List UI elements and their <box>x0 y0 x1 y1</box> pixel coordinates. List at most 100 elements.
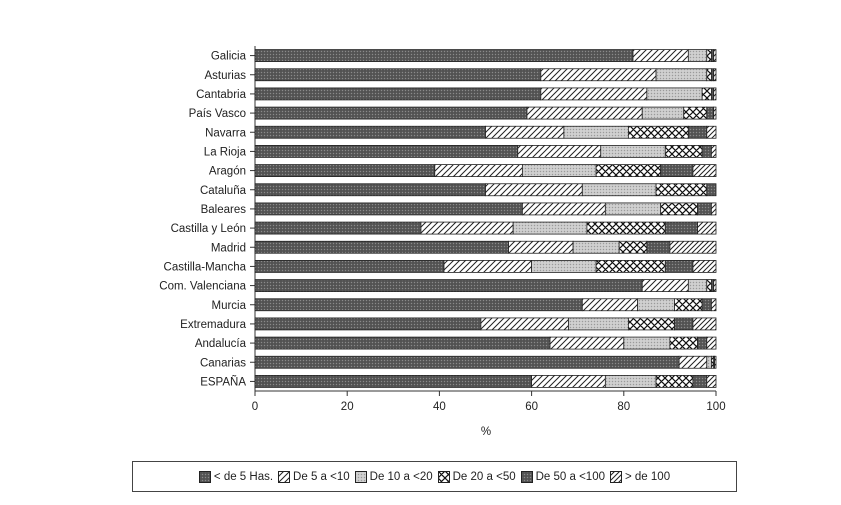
bar-segment <box>710 145 717 158</box>
chart-legend: < de 5 Has. De 5 a <10 De 10 a <20 De 20 a … <box>132 461 737 492</box>
bar-segment <box>254 355 680 369</box>
legend-swatch <box>520 470 533 483</box>
x-tick-label: 100 <box>706 401 725 413</box>
bar-segment <box>683 106 708 120</box>
bar-segment <box>692 317 717 331</box>
bar-segment <box>549 336 625 350</box>
bar-segment <box>254 106 528 120</box>
bar-segment <box>531 260 597 273</box>
category-label: Galicia <box>211 51 247 63</box>
bar-segment <box>678 355 708 369</box>
legend-swatch <box>437 470 450 483</box>
bar-segment <box>706 355 712 369</box>
bar-segment <box>632 49 689 62</box>
bar-segment <box>710 202 717 216</box>
bar-segment <box>692 260 717 273</box>
bar-segment <box>485 125 565 139</box>
bar-segment <box>714 355 717 369</box>
legend-item: < de 5 Has. <box>198 470 274 483</box>
bar-segment <box>687 49 708 62</box>
bar-segment <box>706 279 712 292</box>
bar-segment <box>706 125 717 139</box>
bar-segment <box>687 125 708 139</box>
category-label: Navarra <box>205 127 247 139</box>
x-tick-label: 20 <box>341 401 354 413</box>
bar-segment <box>669 336 698 350</box>
bar-segment <box>526 106 643 120</box>
legend-swatch <box>198 470 211 483</box>
legend-item: De 5 a <10 <box>278 470 350 483</box>
bar-segment <box>697 336 708 350</box>
bar-segment <box>254 221 422 235</box>
bar-segment <box>485 183 583 197</box>
bar-segment <box>706 375 717 388</box>
bar-segment <box>713 87 717 101</box>
bar-segment <box>660 202 698 216</box>
bar-segment <box>480 317 569 331</box>
bar-segment <box>595 260 666 273</box>
bar-segment <box>710 298 717 312</box>
bar-segment <box>531 375 606 388</box>
x-tick-label: 60 <box>525 401 538 413</box>
bar-segment <box>540 68 657 82</box>
bar-segment <box>664 260 694 273</box>
bar-segment <box>623 336 671 350</box>
category-label: ESPAÑA <box>200 375 246 388</box>
bar-segment <box>706 68 712 82</box>
legend-label: De 5 a <10 <box>293 470 350 483</box>
bar-segment <box>713 106 717 120</box>
legend-item: De 50 a <100 <box>520 470 605 483</box>
bar-segment <box>706 49 712 62</box>
bar-segment <box>646 240 671 254</box>
x-axis-label: % <box>481 426 491 438</box>
category-label: Madrid <box>211 242 246 254</box>
bar-segment <box>420 221 514 235</box>
bar-segment <box>254 68 542 82</box>
bar-segment <box>586 221 666 235</box>
bar-segment <box>254 87 542 101</box>
bar-segment <box>660 164 694 177</box>
bar-segment <box>713 49 717 62</box>
bar-segment <box>254 240 509 254</box>
bar-segment <box>254 279 643 292</box>
bar-segment <box>254 317 482 331</box>
bar-segment <box>618 240 648 254</box>
category-label: La Rioja <box>204 146 247 158</box>
category-label: Aragón <box>209 166 246 178</box>
bar-segment <box>641 279 689 292</box>
bar-segment <box>254 202 523 216</box>
bar-segment <box>540 87 648 101</box>
bar-segment <box>637 298 675 312</box>
x-tick-label: 80 <box>617 401 630 413</box>
bar-segment <box>674 298 703 312</box>
bar-segment <box>692 164 717 177</box>
bar-segment <box>595 164 662 177</box>
bar-segment <box>600 145 666 158</box>
bar-segment <box>572 240 620 254</box>
bar-segment <box>713 68 717 82</box>
bar-segment <box>517 145 602 158</box>
bar-segment <box>254 298 583 312</box>
category-label: Murcia <box>211 300 246 312</box>
legend-label: < de 5 Has. <box>213 470 274 483</box>
bar-segment <box>254 183 486 197</box>
bar-segment <box>254 49 634 62</box>
category-label: Cantabria <box>196 89 246 101</box>
bar-segment <box>697 221 717 235</box>
bar-segment <box>508 240 574 254</box>
bar-segment <box>563 125 629 139</box>
x-tick-label: 0 <box>252 401 258 413</box>
category-label: Asturias <box>204 70 246 82</box>
bar-segment <box>254 375 533 388</box>
bar-segment <box>713 279 717 292</box>
category-label: Com. Valenciana <box>159 281 246 293</box>
category-label: Extremadura <box>180 319 246 331</box>
category-label: País Vasco <box>189 108 246 120</box>
bar-segment <box>641 106 685 120</box>
bar-segment <box>512 221 588 235</box>
bar-segment <box>664 221 698 235</box>
bar-segment <box>655 68 708 82</box>
category-label: Cataluña <box>200 185 247 197</box>
bar-segment <box>581 298 639 312</box>
legend-item: De 10 a <20 <box>354 470 433 483</box>
